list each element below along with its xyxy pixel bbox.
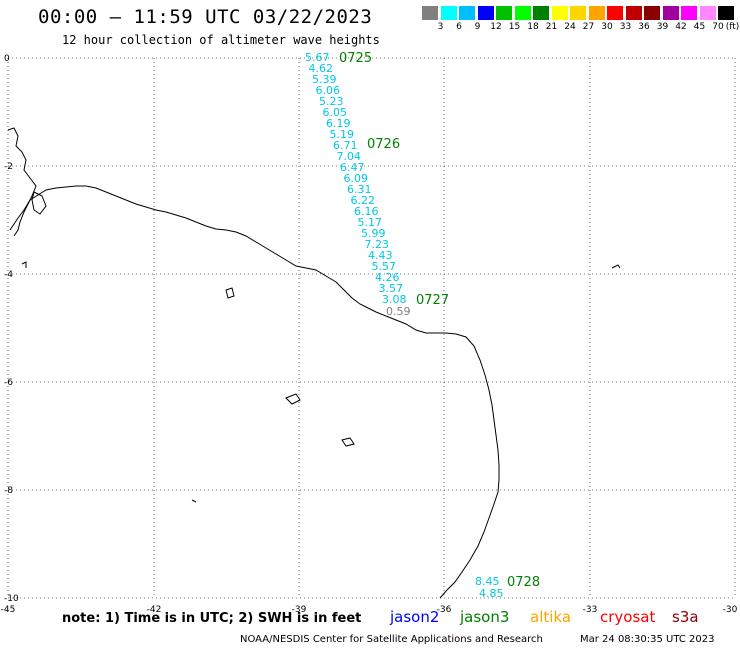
colorbar-swatch: [496, 6, 512, 20]
colorbar-label: 9: [474, 22, 481, 32]
satellite-legend-jason3: jason3: [460, 608, 510, 626]
colorbar-label: 39: [656, 22, 669, 32]
island-small-6: [21, 261, 27, 268]
pass-time-label: 0728: [507, 575, 540, 590]
lon-label: -30: [723, 605, 738, 615]
swh-value: 3.08: [382, 293, 407, 306]
island-small-2: [285, 393, 301, 405]
map-title: 00:00 — 11:59 UTC 03/22/2023: [38, 6, 373, 28]
pass-time-label: 0727: [416, 293, 449, 308]
colorbar-swatch: [422, 6, 438, 20]
swh-value: 3.57: [379, 282, 404, 295]
island-west-coast: [7, 127, 37, 237]
colorbar-swatch: [440, 6, 457, 20]
island-small-4: [611, 264, 621, 269]
lon-label: -39: [292, 605, 307, 615]
colorbar-label: 24: [564, 22, 576, 32]
colorbar-label: 6: [456, 22, 462, 32]
lat-label: -4: [4, 270, 13, 280]
colorbar-label: 12: [490, 22, 502, 32]
colorbar-label: 18: [527, 22, 539, 32]
swh-value: 5.67: [305, 51, 330, 64]
swh-value: 6.05: [323, 106, 348, 119]
colorbar-swatch: [607, 6, 623, 20]
colorbar-swatch: [459, 6, 475, 20]
swh-value: 4.26: [375, 271, 400, 284]
altimeter-track: 5.674.625.396.065.236.056.195.196.717.04…: [305, 51, 540, 600]
swh-value: 8.45: [475, 575, 500, 588]
swh-value: 5.23: [319, 95, 344, 108]
swh-value: 0.59: [386, 305, 411, 318]
swh-value: 5.19: [330, 128, 355, 141]
coastline: [7, 127, 621, 599]
satellite-legend-jason2: jason2: [390, 608, 440, 626]
colorbar-label: 45: [693, 22, 706, 32]
pass-time-label: 0726: [367, 137, 400, 152]
swh-value: 4.85: [479, 587, 504, 600]
swh-value: 6.16: [354, 205, 379, 218]
colorbar-unit: (ft): [725, 22, 740, 32]
colorbar-swatch: [644, 6, 660, 20]
lat-label: -10: [4, 594, 19, 604]
swh-value: 5.99: [361, 227, 386, 240]
swh-value: 6.31: [347, 183, 372, 196]
lon-label: -42: [147, 605, 162, 615]
pass-time-label: 0725: [339, 51, 372, 66]
swh-value: 5.57: [372, 260, 397, 273]
satellite-legend-cryosat: cryosat: [600, 608, 656, 626]
colorbar-swatch: [551, 6, 568, 20]
swh-value: 7.04: [337, 150, 362, 163]
swh-value: 4.62: [309, 62, 334, 75]
colorbar-swatch: [662, 6, 679, 20]
colorbar-label: 42: [675, 22, 687, 32]
swh-value: 4.43: [368, 249, 393, 262]
lat-label: -8: [4, 486, 13, 496]
swh-value: 6.47: [340, 161, 365, 174]
lat-label: -2: [4, 162, 13, 172]
colorbar-label: 30: [601, 22, 613, 32]
colorbar-swatch: [514, 6, 531, 20]
swh-value: 6.71: [333, 139, 358, 152]
swh-value: 5.17: [358, 216, 383, 229]
colorbar-label: 27: [582, 22, 595, 32]
map-subtitle: 12 hour collection of altimeter wave hei…: [62, 33, 380, 47]
colorbar-label: 15: [508, 22, 521, 32]
colorbar-swatch: [533, 6, 549, 20]
colorbar-label: 21: [545, 22, 558, 32]
island-delta: [31, 191, 47, 215]
colorbar-swatch: [588, 6, 605, 20]
credit-line: NOAA/NESDIS Center for Satellite Applica…: [240, 634, 543, 645]
footer-note: note: 1) Time is in UTC; 2) SWH is in fe…: [62, 611, 362, 626]
colorbar-swatch: [625, 6, 642, 20]
lon-label: -45: [1, 605, 16, 615]
lon-label: -33: [583, 605, 598, 615]
colorbar-label: 70: [712, 22, 724, 32]
colorbar-swatch: [718, 6, 734, 20]
colorbar-label: 36: [638, 22, 650, 32]
coastline-main: [9, 185, 500, 599]
colorbar-swatch: [699, 6, 716, 20]
axis-labels: -45 -42 -39 -36 -33 -30 0 -2 -4 -6 -8 -10: [1, 54, 738, 615]
satellite-legend-s3a: s3a: [672, 608, 699, 626]
island-small-3: [341, 437, 355, 447]
swh-value: 7.23: [365, 238, 390, 251]
colorbar-swatch: [477, 6, 494, 20]
swh-value: 6.09: [344, 172, 369, 185]
lat-label: 0: [4, 54, 10, 64]
lat-label: -6: [4, 378, 13, 388]
colorbar-label: 3: [437, 22, 444, 32]
swh-value: 6.19: [326, 117, 351, 130]
colorbar-swatch: [681, 6, 697, 20]
island-small-1: [225, 287, 235, 299]
colorbar-label: 33: [619, 22, 632, 32]
lon-label: -36: [437, 605, 452, 615]
swh-value: 5.39: [312, 73, 337, 86]
island-small-5: [191, 499, 197, 503]
colorbar-swatch: [570, 6, 586, 20]
swh-value: 6.06: [316, 84, 341, 97]
generation-timestamp: Mar 24 08:30:35 UTC 2023: [580, 634, 715, 645]
swh-value: 6.22: [351, 194, 376, 207]
satellite-legend-altika: altika: [530, 608, 572, 626]
